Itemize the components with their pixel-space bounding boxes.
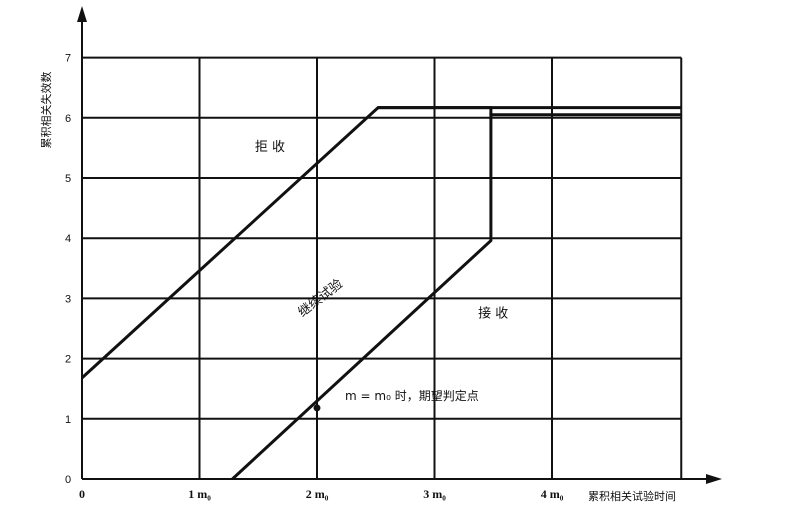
y-tick-label-5: 5 [65,173,71,185]
region-label-0: 拒 收 [255,140,285,155]
x-tick-label-2: 2 m₀ [306,487,329,501]
boundary-line-2 [378,106,493,115]
y-axis-label: 累积相关失效数 [39,72,53,149]
x-tick-label-0: 0 [79,487,85,501]
axes [77,6,722,484]
x-tick-label-1: 1 m₀ [188,487,211,501]
y-tick-label-3: 3 [65,293,71,305]
boundary-line-1 [231,113,682,481]
y-tick-label-4: 4 [65,233,71,245]
y-tick-label-1: 1 [65,414,71,426]
y-tick-label-0: 0 [65,474,71,486]
boundary-lines [80,106,682,481]
region-label-2: 接 收 [478,306,508,322]
expected-decision-point [313,404,321,412]
y-tick-label-6: 6 [65,113,71,125]
labels: 0 1 2 3 4 5 6 7 0 1 m₀ 2 m₀ 3 m₀ 4 m₀ 累积相关试验时间 累积相关失效数… [39,53,676,503]
x-tick-label-4: 4 m₀ [541,487,564,501]
boundary-line-0 [80,106,682,380]
x-tick-label-3: 3 m₀ [423,487,446,501]
x-axis-arrow [706,474,722,484]
y-axis-arrow [77,6,87,22]
annotation-label-0: m = m₀ 时，期望判定点 [345,388,479,403]
x-axis-label: 累积相关试验时间 [588,489,676,503]
y-tick-label-7: 7 [65,53,71,65]
y-tick-label-2: 2 [65,354,71,366]
grid-lines [82,56,683,479]
